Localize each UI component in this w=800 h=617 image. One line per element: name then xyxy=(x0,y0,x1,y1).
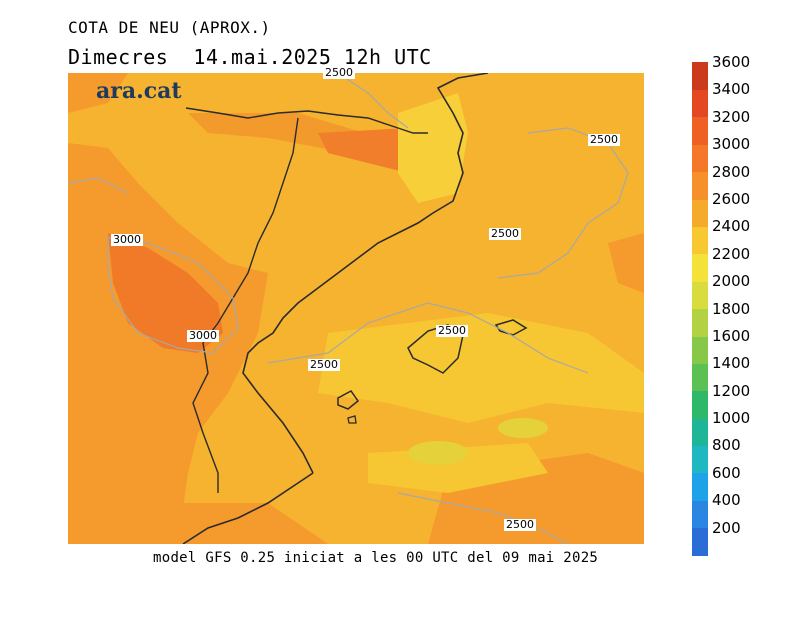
coastline-south xyxy=(182,472,314,544)
legend-label: 1400 xyxy=(712,354,751,373)
ara-cat-logo[interactable]: ara.cat xyxy=(96,78,182,104)
border-interior xyxy=(192,117,299,493)
coastline-east xyxy=(242,73,489,474)
island-menorca xyxy=(494,319,528,336)
legend-label: 3000 xyxy=(712,135,751,154)
legend-swatch xyxy=(692,500,708,529)
legend-label: 3400 xyxy=(712,80,751,99)
contour-label: 2500 xyxy=(489,227,521,240)
region-south xyxy=(128,503,328,544)
legend-swatch xyxy=(692,144,708,173)
map-date: Dimecres 14.mai.2025 12h UTC xyxy=(68,45,432,69)
legend-swatch xyxy=(692,281,708,310)
contour-line xyxy=(68,177,129,194)
region-3000 xyxy=(108,233,223,353)
legend-label: 600 xyxy=(712,463,741,482)
legend-label: 3600 xyxy=(712,53,751,71)
region-catalonia-low xyxy=(398,93,468,203)
region-balearic-low xyxy=(318,313,644,423)
legend-label: 2600 xyxy=(712,189,751,208)
legend-label: 2800 xyxy=(712,162,751,181)
island-formentera xyxy=(347,415,357,424)
legend-swatch xyxy=(692,472,708,501)
region-green-patch1 xyxy=(408,441,468,465)
map-canvas xyxy=(68,73,644,544)
legend-label: 800 xyxy=(712,436,741,455)
legend-swatch xyxy=(692,89,708,118)
legend-swatch xyxy=(692,308,708,337)
legend-swatch xyxy=(692,116,708,145)
contour-label: 2500 xyxy=(308,358,340,371)
legend-label: 1200 xyxy=(712,381,751,400)
legend-label: 400 xyxy=(712,491,741,510)
legend-colorbar xyxy=(692,62,708,556)
legend-label: 1600 xyxy=(712,326,751,345)
contour-line xyxy=(337,73,409,129)
legend-label: 1800 xyxy=(712,299,751,318)
contour-line xyxy=(497,127,629,279)
legend-swatch xyxy=(692,226,708,255)
legend-label: 3200 xyxy=(712,107,751,126)
contour-label: 2500 xyxy=(588,133,620,146)
contour-label: 3000 xyxy=(187,329,219,342)
legend-swatch xyxy=(692,198,708,227)
contour-line xyxy=(267,302,589,374)
snow-level-map xyxy=(68,73,644,544)
legend-swatch xyxy=(692,62,708,90)
region-green-patch2 xyxy=(498,418,548,438)
map-title: COTA DE NEU (APROX.) xyxy=(68,18,271,37)
island-mallorca xyxy=(407,324,464,374)
legend-swatch xyxy=(692,445,708,474)
legend-swatch xyxy=(692,418,708,447)
legend-label: 200 xyxy=(712,518,741,537)
contour-label: 3000 xyxy=(111,233,143,246)
model-info: model GFS 0.25 iniciat a les 00 UTC del … xyxy=(153,550,599,566)
island-ibiza xyxy=(337,390,360,410)
legend-label: 2400 xyxy=(712,217,751,236)
legend-swatch xyxy=(692,171,708,200)
legend-swatch xyxy=(692,253,708,282)
legend-swatch xyxy=(692,390,708,419)
contour-label: 2500 xyxy=(436,324,468,337)
legend-label: 2200 xyxy=(712,244,751,263)
region-nw xyxy=(68,73,128,113)
legend-swatch xyxy=(692,527,708,556)
contour-line xyxy=(107,237,239,354)
legend-label: 2000 xyxy=(712,272,751,291)
contour-label: 2500 xyxy=(323,66,355,79)
region-east xyxy=(608,233,644,293)
contour-label: 2500 xyxy=(504,518,536,531)
contour-line xyxy=(397,492,569,544)
legend-swatch xyxy=(692,363,708,392)
legend-swatch xyxy=(692,335,708,364)
legend-label: 1000 xyxy=(712,409,751,428)
border-france xyxy=(185,107,428,134)
